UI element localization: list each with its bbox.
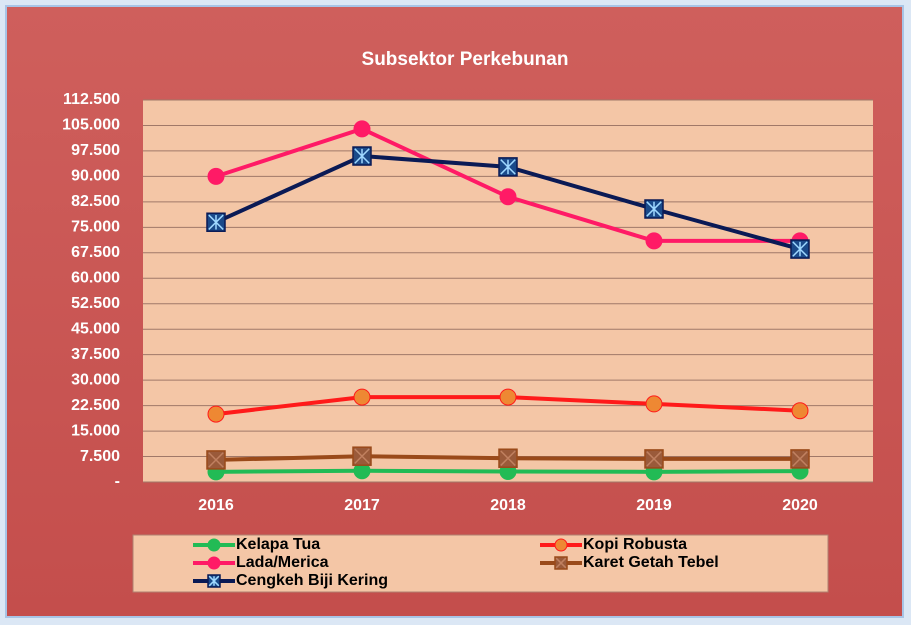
- legend-marker: [207, 538, 221, 552]
- x-tick-label: 2020: [782, 497, 818, 514]
- marker: [645, 395, 663, 413]
- legend-marker: [207, 556, 221, 570]
- legend-label: Karet Getah Tebel: [583, 554, 719, 571]
- x-tick-label: 2019: [636, 497, 672, 514]
- marker: [352, 446, 372, 466]
- y-tick-label: 37.500: [71, 346, 120, 363]
- marker: [499, 188, 517, 206]
- legend-label: Lada/Merica: [236, 554, 329, 571]
- marker-glyph: [792, 241, 808, 257]
- y-tick-label: 30.000: [71, 371, 120, 388]
- y-tick-label: 22.500: [71, 397, 120, 414]
- marker: [790, 239, 810, 259]
- marker-glyph: [792, 451, 808, 467]
- y-tick-label: 60.000: [71, 269, 120, 286]
- y-tick-label: 105.000: [62, 117, 120, 134]
- marker-glyph: [354, 148, 370, 164]
- marker: [206, 450, 226, 470]
- marker-glyph: [500, 159, 516, 175]
- y-tick-label: -: [115, 473, 120, 490]
- marker: [499, 388, 517, 406]
- marker: [353, 388, 371, 406]
- y-tick-label: 15.000: [71, 422, 120, 439]
- y-tick-label: 67.500: [71, 244, 120, 261]
- marker: [790, 449, 810, 469]
- x-tick-label: 2018: [490, 497, 526, 514]
- legend-label: Kopi Robusta: [583, 536, 687, 553]
- y-tick-label: 45.000: [71, 320, 120, 337]
- marker: [206, 212, 226, 232]
- marker: [207, 167, 225, 185]
- legend-label: Cengkeh Biji Kering: [236, 572, 388, 589]
- y-tick-label: 112.500: [63, 91, 120, 108]
- marker-glyph: [208, 214, 224, 230]
- y-tick-label: 75.000: [71, 219, 120, 236]
- marker: [644, 199, 664, 219]
- chart-title: Subsektor Perkebunan: [362, 49, 569, 70]
- marker-glyph: [646, 451, 662, 467]
- y-tick-label: 52.500: [71, 295, 120, 312]
- marker-glyph: [208, 575, 220, 587]
- legend-box: [132, 534, 829, 593]
- marker: [207, 405, 225, 423]
- marker: [498, 157, 518, 177]
- marker-glyph: [354, 448, 370, 464]
- marker: [353, 120, 371, 138]
- y-tick-label: 82.500: [71, 193, 120, 210]
- marker: [498, 448, 518, 468]
- x-tick-label: 2017: [344, 497, 380, 514]
- legend-marker: [207, 574, 221, 588]
- legend-marker: [554, 538, 568, 552]
- marker: [352, 146, 372, 166]
- legend-marker: [554, 556, 568, 570]
- marker: [791, 402, 809, 420]
- y-tick-label: 7.500: [80, 448, 120, 465]
- marker: [644, 449, 664, 469]
- marker: [645, 232, 663, 250]
- y-tick-label: 90.000: [71, 168, 120, 185]
- marker-glyph: [500, 450, 516, 466]
- marker-glyph: [208, 452, 224, 468]
- marker-glyph: [555, 557, 567, 569]
- legend-label: Kelapa Tua: [236, 536, 320, 553]
- x-tick-label: 2016: [198, 497, 234, 514]
- marker-glyph: [646, 201, 662, 217]
- y-tick-label: 97.500: [71, 142, 120, 159]
